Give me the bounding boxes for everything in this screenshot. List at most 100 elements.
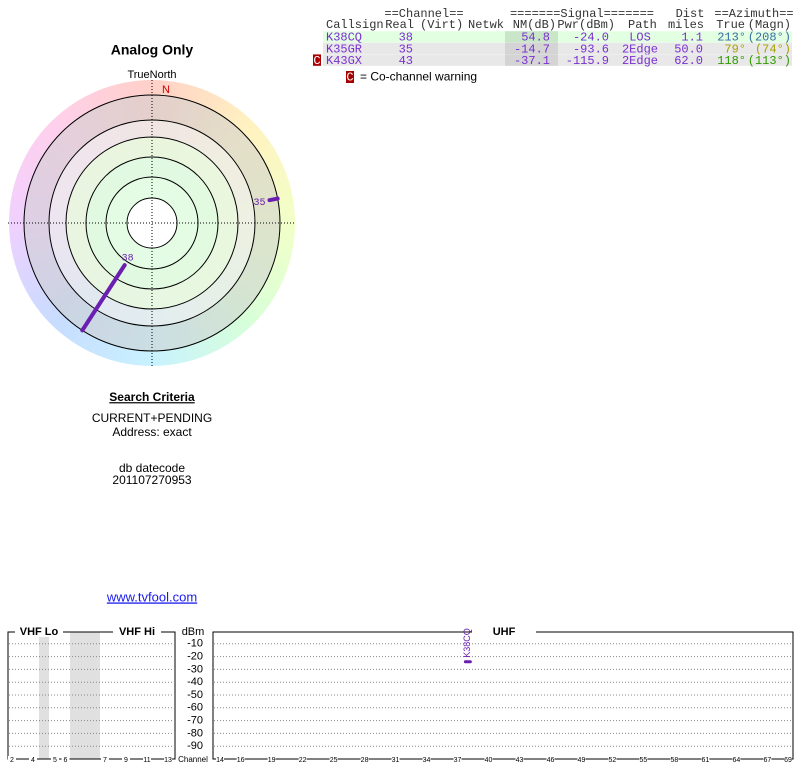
tick-label-bg: [670, 756, 679, 763]
y-tick-label: -70: [187, 715, 203, 727]
datecode-label: db datecode: [119, 461, 185, 475]
north-label: TrueNorth: [127, 69, 176, 81]
tick-label-bg: [236, 756, 245, 763]
table-cell: K38CQ: [326, 31, 362, 45]
table-cell: 43: [399, 54, 413, 68]
column-header: NM(dB): [513, 18, 556, 32]
table-cell: LOS: [629, 31, 651, 45]
nm-cell-background: [505, 54, 558, 66]
tick-label-bg: [515, 756, 524, 763]
radar-signal: [267, 196, 280, 203]
tick-label-bg: [763, 756, 772, 763]
x-tick-label: 9: [124, 757, 128, 764]
tick-label-bg: [267, 756, 276, 763]
datecode: 201107270953: [112, 473, 192, 487]
legend-flag: [346, 71, 354, 83]
band-label: VHF Lo: [20, 626, 59, 638]
band-label-bg: [15, 627, 63, 637]
band-label: UHF: [493, 626, 516, 638]
tick-label-bg: [422, 756, 431, 763]
band-gap: [39, 632, 49, 759]
radar-title: Analog Only: [111, 42, 194, 58]
tick-label-bg: [391, 756, 400, 763]
y-tick-label: -90: [187, 740, 203, 752]
table-cell: 35: [399, 42, 413, 56]
tick-label-bg: [329, 756, 338, 763]
site-link[interactable]: www.tvfool.com: [106, 589, 197, 604]
x-tick-label: 58: [671, 757, 679, 764]
table-cell: 2Edge: [622, 42, 658, 56]
x-tick-label: 31: [392, 757, 400, 764]
tick-label-bg: [546, 756, 555, 763]
nm-cell-background: [505, 42, 558, 55]
table-cell: 50.0: [674, 42, 703, 56]
x-tick-label: 64: [732, 757, 740, 764]
group-header: ==Azimuth==: [714, 7, 793, 21]
table-cell: (113°): [748, 54, 791, 68]
x-tick-label: 46: [547, 757, 555, 764]
y-tick-label: -20: [187, 651, 203, 663]
column-header: Real: [385, 18, 414, 32]
x-tick-label: 37: [454, 757, 462, 764]
band-label: VHF Hi: [119, 626, 155, 638]
column-header: (Virt): [420, 18, 463, 32]
y-tick-label: -10: [187, 638, 203, 650]
group-header: =======Signal=======: [510, 7, 654, 21]
x-tick-label: 2: [10, 757, 14, 764]
tick-label-bg: [298, 756, 307, 763]
tick-label-bg: [51, 756, 59, 763]
y-tick-label: -40: [187, 676, 203, 688]
y-tick-label: -80: [187, 727, 203, 739]
tick-label-bg: [8, 756, 16, 763]
tick-label-bg: [143, 756, 151, 763]
x-tick-label: 67: [763, 757, 771, 764]
table-cell: -37.1: [514, 54, 550, 68]
table-cell: -93.6: [573, 42, 609, 56]
y-tick-label: -50: [187, 689, 203, 701]
x-axis-label: Channel: [178, 755, 208, 764]
x-tick-label: 43: [516, 757, 524, 764]
table-cell: (74°): [755, 42, 791, 56]
x-tick-label: 49: [578, 757, 586, 764]
table-cell: 213°: [717, 31, 746, 45]
north-letter: N: [162, 84, 170, 96]
y-axis-label: dBm: [182, 626, 205, 638]
nm-cell-background: [505, 31, 558, 43]
table-cell: 2Edge: [622, 54, 658, 68]
table-cell: 118°: [717, 54, 746, 68]
x-tick-label: 69: [784, 757, 792, 764]
column-header: True: [716, 18, 745, 32]
x-tick-label: 11: [143, 757, 150, 764]
x-tick-label: 5: [53, 757, 57, 764]
x-tick-label: 19: [268, 757, 276, 764]
radar-signal: [80, 263, 127, 333]
warning-flag-text: C: [313, 54, 320, 68]
x-tick-label: 40: [485, 757, 493, 764]
tick-label-bg: [639, 756, 648, 763]
group-header: Dist: [676, 7, 705, 21]
table-cell: (208°): [748, 31, 791, 45]
signal-label: K38CQ: [462, 628, 472, 658]
table-cell: 38: [399, 31, 413, 45]
tick-label-bg: [122, 756, 130, 763]
tick-label-bg: [732, 756, 741, 763]
tick-label-bg: [164, 756, 172, 763]
radar-signal-label: 35: [253, 198, 265, 209]
search-title: Search Criteria: [109, 390, 195, 404]
search-line: Address: exact: [112, 425, 192, 439]
x-tick-label: 55: [640, 757, 648, 764]
tick-label-bg: [784, 756, 792, 763]
table-cell: 79°: [724, 42, 746, 56]
column-header: (Magn): [748, 18, 791, 32]
warning-flag: [313, 54, 321, 66]
table-cell: 62.0: [674, 54, 703, 68]
table-cell: 54.8: [521, 31, 550, 45]
table-cell: -24.0: [573, 31, 609, 45]
column-header: Callsign: [326, 18, 384, 32]
tick-label-bg: [101, 756, 109, 763]
vhf-frame: [7, 631, 176, 760]
column-header: Netwk: [468, 18, 504, 32]
x-tick-label: 22: [299, 757, 307, 764]
